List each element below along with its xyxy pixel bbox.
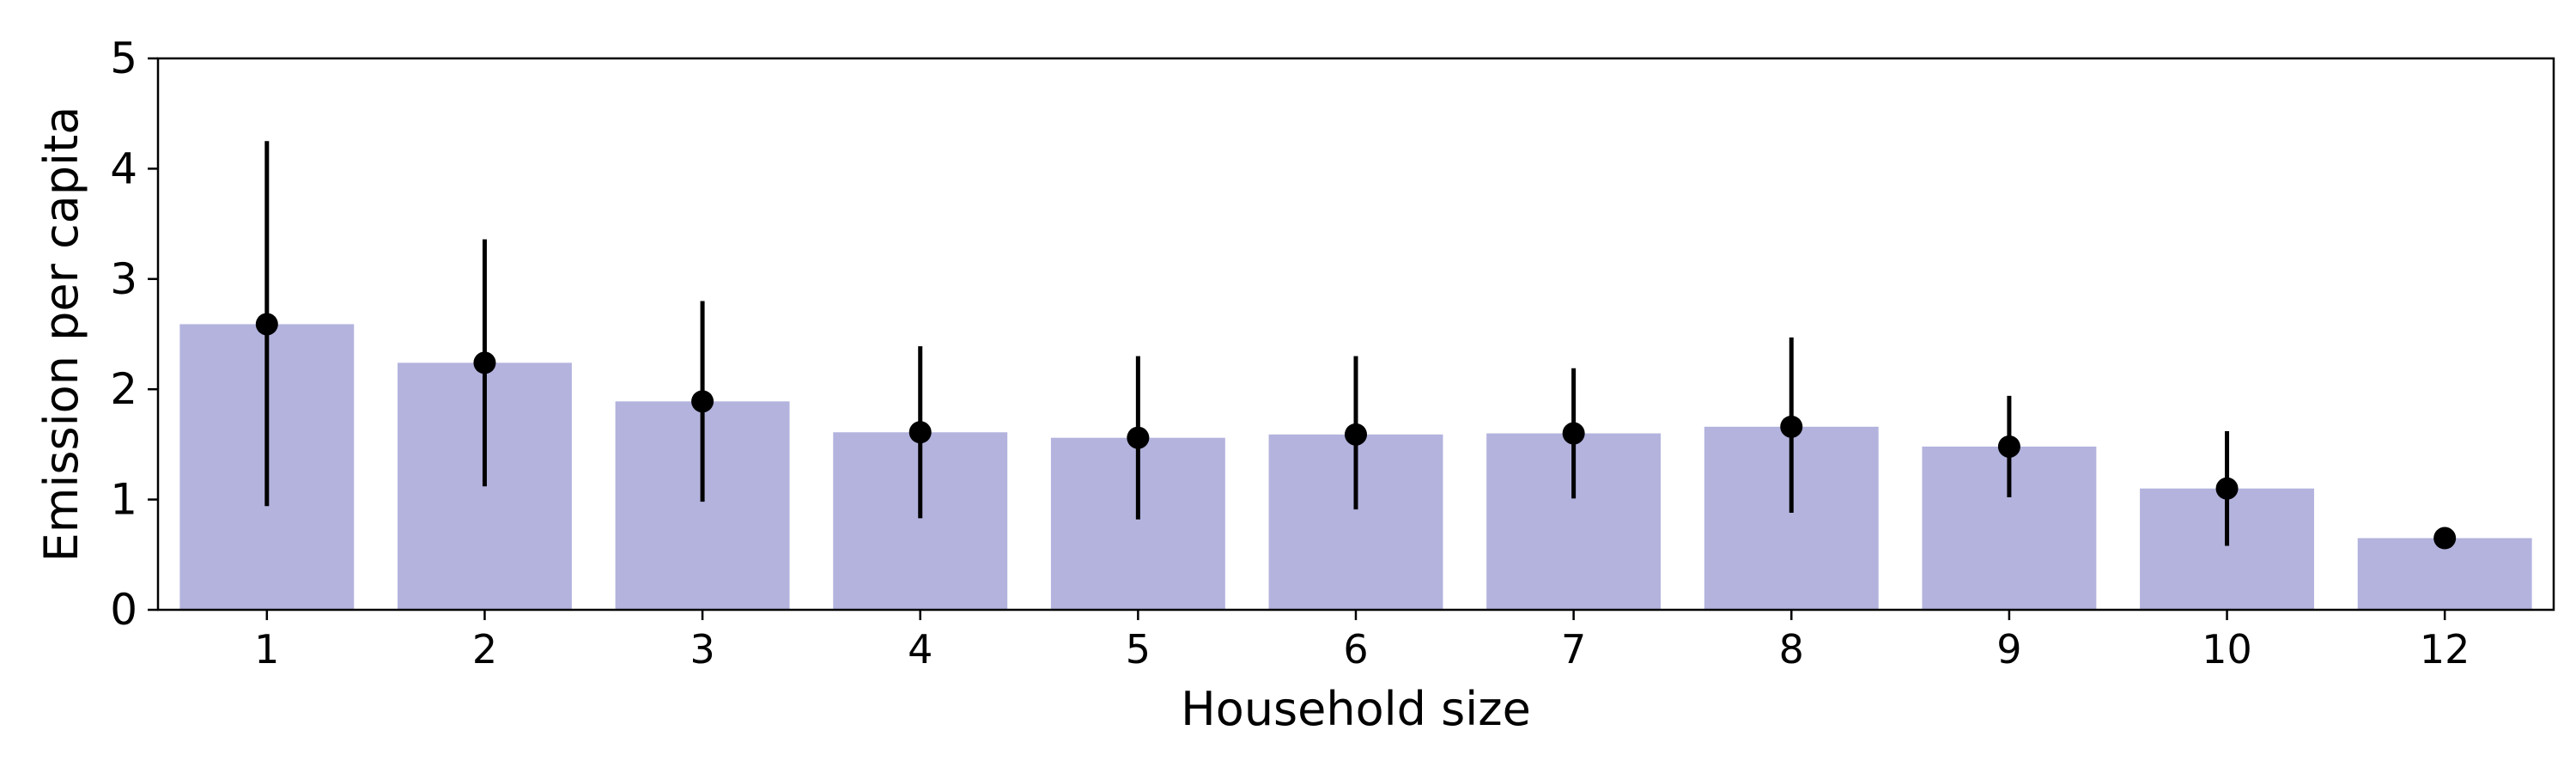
point-9 bbox=[1997, 435, 2020, 458]
point-8 bbox=[1780, 415, 1803, 438]
x-tick-label-1: 1 bbox=[254, 626, 279, 673]
y-tick-label-3: 3 bbox=[110, 254, 137, 304]
y-tick-label-5: 5 bbox=[110, 33, 137, 83]
x-tick-label-8: 8 bbox=[1779, 626, 1804, 673]
y-tick-label-1: 1 bbox=[110, 475, 137, 525]
point-2 bbox=[473, 351, 496, 374]
point-6 bbox=[1345, 423, 1367, 446]
point-3 bbox=[691, 390, 714, 413]
x-tick-label-3: 3 bbox=[690, 626, 714, 673]
x-axis-title: Household size bbox=[1181, 682, 1531, 736]
x-tick-label-5: 5 bbox=[1126, 626, 1151, 673]
mean-points bbox=[255, 313, 2457, 550]
bars bbox=[179, 324, 2532, 610]
error-bars bbox=[264, 141, 2230, 546]
bar-12 bbox=[2357, 538, 2532, 610]
y-axis-title: Emission per capita bbox=[34, 107, 88, 563]
x-axis: 1 2 3 4 5 6 7 8 9 10 12 bbox=[254, 610, 2470, 673]
y-tick-label-2: 2 bbox=[110, 364, 137, 414]
y-axis: 0 1 2 3 4 5 bbox=[110, 33, 158, 635]
x-tick-label-12: 12 bbox=[2420, 626, 2470, 673]
point-1 bbox=[255, 313, 278, 336]
y-tick-label-0: 0 bbox=[110, 585, 137, 635]
point-12 bbox=[2433, 526, 2457, 550]
point-5 bbox=[1127, 426, 1150, 449]
point-7 bbox=[1562, 422, 1585, 445]
x-tick-label-9: 9 bbox=[1996, 626, 2021, 673]
y-tick-label-4: 4 bbox=[110, 143, 137, 193]
point-10 bbox=[2215, 477, 2239, 500]
x-tick-label-6: 6 bbox=[1343, 626, 1368, 673]
x-tick-label-10: 10 bbox=[2202, 626, 2252, 673]
point-4 bbox=[908, 421, 932, 444]
x-tick-label-4: 4 bbox=[908, 626, 933, 673]
x-tick-label-7: 7 bbox=[1561, 626, 1586, 673]
x-tick-label-2: 2 bbox=[472, 626, 497, 673]
